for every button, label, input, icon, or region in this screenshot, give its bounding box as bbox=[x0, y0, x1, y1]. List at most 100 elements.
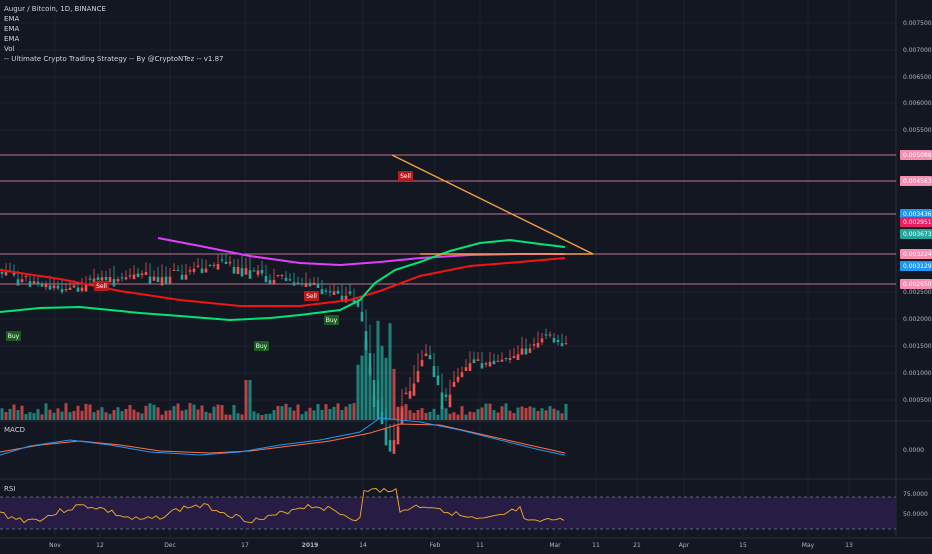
price-tick-label: 0.000500 bbox=[903, 397, 932, 404]
candle-body bbox=[424, 353, 428, 357]
candle-body bbox=[316, 284, 320, 289]
volume-bar bbox=[444, 408, 448, 420]
candle-body bbox=[176, 270, 180, 272]
legend-vol[interactable]: Vol bbox=[4, 45, 15, 53]
macd-line bbox=[0, 417, 566, 456]
volume-bar bbox=[208, 413, 212, 420]
volume-bar bbox=[560, 413, 564, 420]
candle-body bbox=[304, 283, 308, 288]
candle-body bbox=[468, 363, 472, 372]
legend-ema-1[interactable]: EMA bbox=[4, 15, 20, 23]
volume-bar bbox=[312, 410, 316, 420]
candle-body bbox=[64, 288, 68, 291]
volume-bar bbox=[536, 410, 540, 420]
volume-bar bbox=[504, 403, 508, 420]
candle-body bbox=[124, 277, 128, 280]
candle-body bbox=[252, 270, 256, 272]
candle-body bbox=[524, 348, 528, 355]
candle-body bbox=[376, 399, 380, 420]
volume-bar bbox=[128, 404, 132, 420]
candle-body bbox=[216, 264, 220, 270]
volume-bar bbox=[220, 405, 224, 420]
volume-bar bbox=[428, 411, 432, 420]
price-tick-label: 0.007000 bbox=[903, 47, 932, 54]
price-tag-label: 0.003129 bbox=[903, 263, 932, 270]
volume-bar bbox=[368, 364, 372, 420]
price-tag bbox=[900, 217, 932, 227]
candle-body bbox=[200, 268, 204, 273]
candle-body bbox=[184, 274, 188, 280]
volume-bar bbox=[372, 395, 376, 420]
volume-bar bbox=[540, 408, 544, 420]
candle-body bbox=[128, 275, 132, 277]
date-tick-label: Feb bbox=[430, 542, 441, 549]
volume-bar bbox=[40, 414, 44, 420]
price-tag-label: 0.004563 bbox=[903, 178, 932, 185]
candle-body bbox=[512, 356, 516, 359]
candle-body bbox=[208, 264, 212, 266]
candle-body bbox=[556, 340, 560, 342]
volume-bar bbox=[416, 409, 420, 420]
volume-bar bbox=[124, 409, 128, 420]
candle-body bbox=[140, 273, 144, 275]
volume-bar bbox=[424, 413, 428, 420]
price-tag-label: 0.005088 bbox=[903, 152, 932, 159]
candle-body bbox=[548, 334, 552, 336]
candle-body bbox=[220, 259, 224, 261]
price-tick-label: 0.006000 bbox=[903, 100, 932, 107]
volume-bar bbox=[364, 339, 368, 420]
candle-body bbox=[504, 358, 508, 360]
candle-body bbox=[464, 367, 468, 372]
candle-body bbox=[520, 348, 524, 355]
candle-body bbox=[224, 261, 228, 265]
date-tick-label: Dec bbox=[164, 542, 176, 549]
volume-bar bbox=[432, 408, 436, 420]
volume-bar bbox=[216, 404, 220, 420]
volume-bar bbox=[320, 409, 324, 420]
volume-bar bbox=[308, 407, 312, 420]
volume-bar bbox=[240, 414, 244, 420]
volume-bar bbox=[184, 409, 188, 420]
volume-bar bbox=[48, 409, 52, 420]
date-tick-label: May bbox=[802, 542, 815, 549]
volume-bar bbox=[516, 407, 520, 420]
candle-body bbox=[104, 276, 108, 280]
date-tick-label: 14 bbox=[359, 542, 367, 549]
candle-body bbox=[100, 277, 104, 281]
candle-body bbox=[344, 295, 348, 303]
candle-body bbox=[496, 360, 500, 362]
volume-bar bbox=[140, 413, 144, 420]
volume-bar bbox=[436, 414, 440, 420]
volume-bar bbox=[180, 410, 184, 420]
legend-ema-3[interactable]: EMA bbox=[4, 35, 20, 43]
candle-body bbox=[4, 271, 8, 276]
candle-body bbox=[248, 270, 252, 279]
volume-bar bbox=[112, 410, 116, 420]
legend-strategy[interactable]: -- Ultimate Crypto Trading Strategy -- B… bbox=[4, 55, 224, 63]
volume-bar bbox=[24, 414, 28, 420]
volume-bar bbox=[16, 410, 20, 420]
volume-bar bbox=[468, 411, 472, 420]
volume-bar bbox=[272, 410, 276, 420]
date-tick-label: 12 bbox=[96, 542, 104, 549]
volume-bar bbox=[352, 403, 356, 420]
signal-tag bbox=[94, 281, 109, 291]
rsi-line bbox=[0, 487, 565, 524]
volume-bar bbox=[8, 408, 12, 420]
signal-label: Buy bbox=[8, 333, 20, 340]
candle-body bbox=[88, 278, 92, 280]
volume-bar bbox=[248, 380, 252, 420]
candle-body bbox=[372, 380, 376, 408]
date-tick-label: 21 bbox=[633, 542, 641, 549]
volume-bar bbox=[196, 409, 200, 420]
volume-bar bbox=[100, 407, 104, 420]
legend-ema-2[interactable]: EMA bbox=[4, 25, 20, 33]
candle-body bbox=[164, 276, 168, 285]
volume-bar bbox=[260, 414, 264, 420]
candle-body bbox=[296, 282, 300, 284]
volume-bar bbox=[192, 404, 196, 420]
candle-body bbox=[192, 268, 196, 272]
volume-bar bbox=[452, 412, 456, 420]
